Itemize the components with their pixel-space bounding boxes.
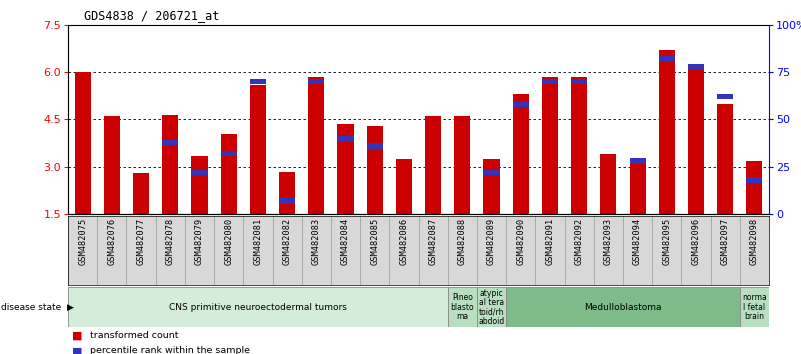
Text: CNS primitive neuroectodermal tumors: CNS primitive neuroectodermal tumors — [169, 303, 347, 312]
Bar — [337, 136, 353, 141]
Text: GSM482076: GSM482076 — [107, 218, 116, 265]
Bar — [658, 50, 674, 214]
Text: GSM482078: GSM482078 — [166, 218, 175, 265]
Text: GSM482092: GSM482092 — [574, 218, 584, 265]
Bar — [506, 287, 740, 327]
Text: GSM482095: GSM482095 — [662, 218, 671, 265]
Bar — [191, 170, 207, 175]
Text: ■: ■ — [72, 331, 83, 341]
Bar — [513, 102, 529, 107]
Bar — [484, 170, 500, 175]
Bar — [484, 159, 500, 214]
Text: transformed count: transformed count — [90, 331, 178, 340]
Bar — [133, 173, 149, 214]
Bar — [717, 94, 733, 99]
Bar — [747, 160, 763, 214]
Bar — [279, 172, 295, 214]
Bar — [630, 159, 646, 164]
Bar — [396, 159, 412, 214]
Text: GSM482082: GSM482082 — [283, 218, 292, 265]
Text: GSM482080: GSM482080 — [224, 218, 233, 265]
Bar — [747, 177, 763, 183]
Bar — [571, 77, 587, 214]
Bar — [163, 115, 179, 214]
Bar — [448, 287, 477, 327]
Bar — [250, 85, 266, 214]
Text: GSM482091: GSM482091 — [545, 218, 554, 265]
Bar — [104, 116, 120, 214]
Text: GDS4838 / 206721_at: GDS4838 / 206721_at — [84, 9, 219, 22]
Bar — [68, 287, 448, 327]
Bar — [367, 143, 383, 149]
Bar — [542, 79, 558, 84]
Bar — [477, 287, 506, 327]
Text: Medulloblastoma: Medulloblastoma — [584, 303, 662, 312]
Bar — [600, 154, 617, 214]
Bar — [630, 160, 646, 214]
Bar — [367, 126, 383, 214]
Text: GSM482090: GSM482090 — [516, 218, 525, 265]
Bar — [425, 116, 441, 214]
Bar — [163, 139, 179, 145]
Bar — [337, 124, 353, 214]
Text: atypic
al tera
toid/rh
abdoid: atypic al tera toid/rh abdoid — [478, 289, 505, 326]
Bar — [220, 151, 237, 156]
Text: GSM482097: GSM482097 — [721, 218, 730, 265]
Text: GSM482086: GSM482086 — [400, 218, 409, 265]
Text: GSM482077: GSM482077 — [137, 218, 146, 265]
Text: GSM482094: GSM482094 — [633, 218, 642, 265]
Text: GSM482081: GSM482081 — [253, 218, 263, 265]
Bar — [688, 64, 704, 214]
Bar — [542, 77, 558, 214]
Bar — [220, 134, 237, 214]
Text: GSM482084: GSM482084 — [341, 218, 350, 265]
Bar — [571, 79, 587, 84]
Bar — [308, 77, 324, 214]
Text: GSM482093: GSM482093 — [604, 218, 613, 265]
Text: disease state  ▶: disease state ▶ — [1, 303, 74, 312]
Text: ■: ■ — [72, 346, 83, 354]
Text: GSM482096: GSM482096 — [691, 218, 700, 265]
Text: GSM482083: GSM482083 — [312, 218, 321, 265]
Text: GSM482087: GSM482087 — [429, 218, 437, 265]
Bar — [658, 56, 674, 62]
Text: GSM482085: GSM482085 — [370, 218, 379, 265]
Text: percentile rank within the sample: percentile rank within the sample — [90, 346, 250, 354]
Bar — [740, 287, 769, 327]
Text: GSM482075: GSM482075 — [78, 218, 87, 265]
Text: GSM482098: GSM482098 — [750, 218, 759, 265]
Bar — [250, 79, 266, 84]
Bar — [74, 72, 91, 214]
Text: norma
l fetal
brain: norma l fetal brain — [742, 293, 767, 321]
Bar — [454, 116, 470, 214]
Text: Pineo
blasto
ma: Pineo blasto ma — [450, 293, 474, 321]
Bar — [513, 94, 529, 214]
Bar — [279, 198, 295, 204]
Bar — [191, 156, 207, 214]
Text: GSM482089: GSM482089 — [487, 218, 496, 265]
Bar — [717, 104, 733, 214]
Bar — [688, 64, 704, 69]
Bar — [308, 79, 324, 84]
Text: GSM482088: GSM482088 — [458, 218, 467, 265]
Text: GSM482079: GSM482079 — [195, 218, 204, 265]
